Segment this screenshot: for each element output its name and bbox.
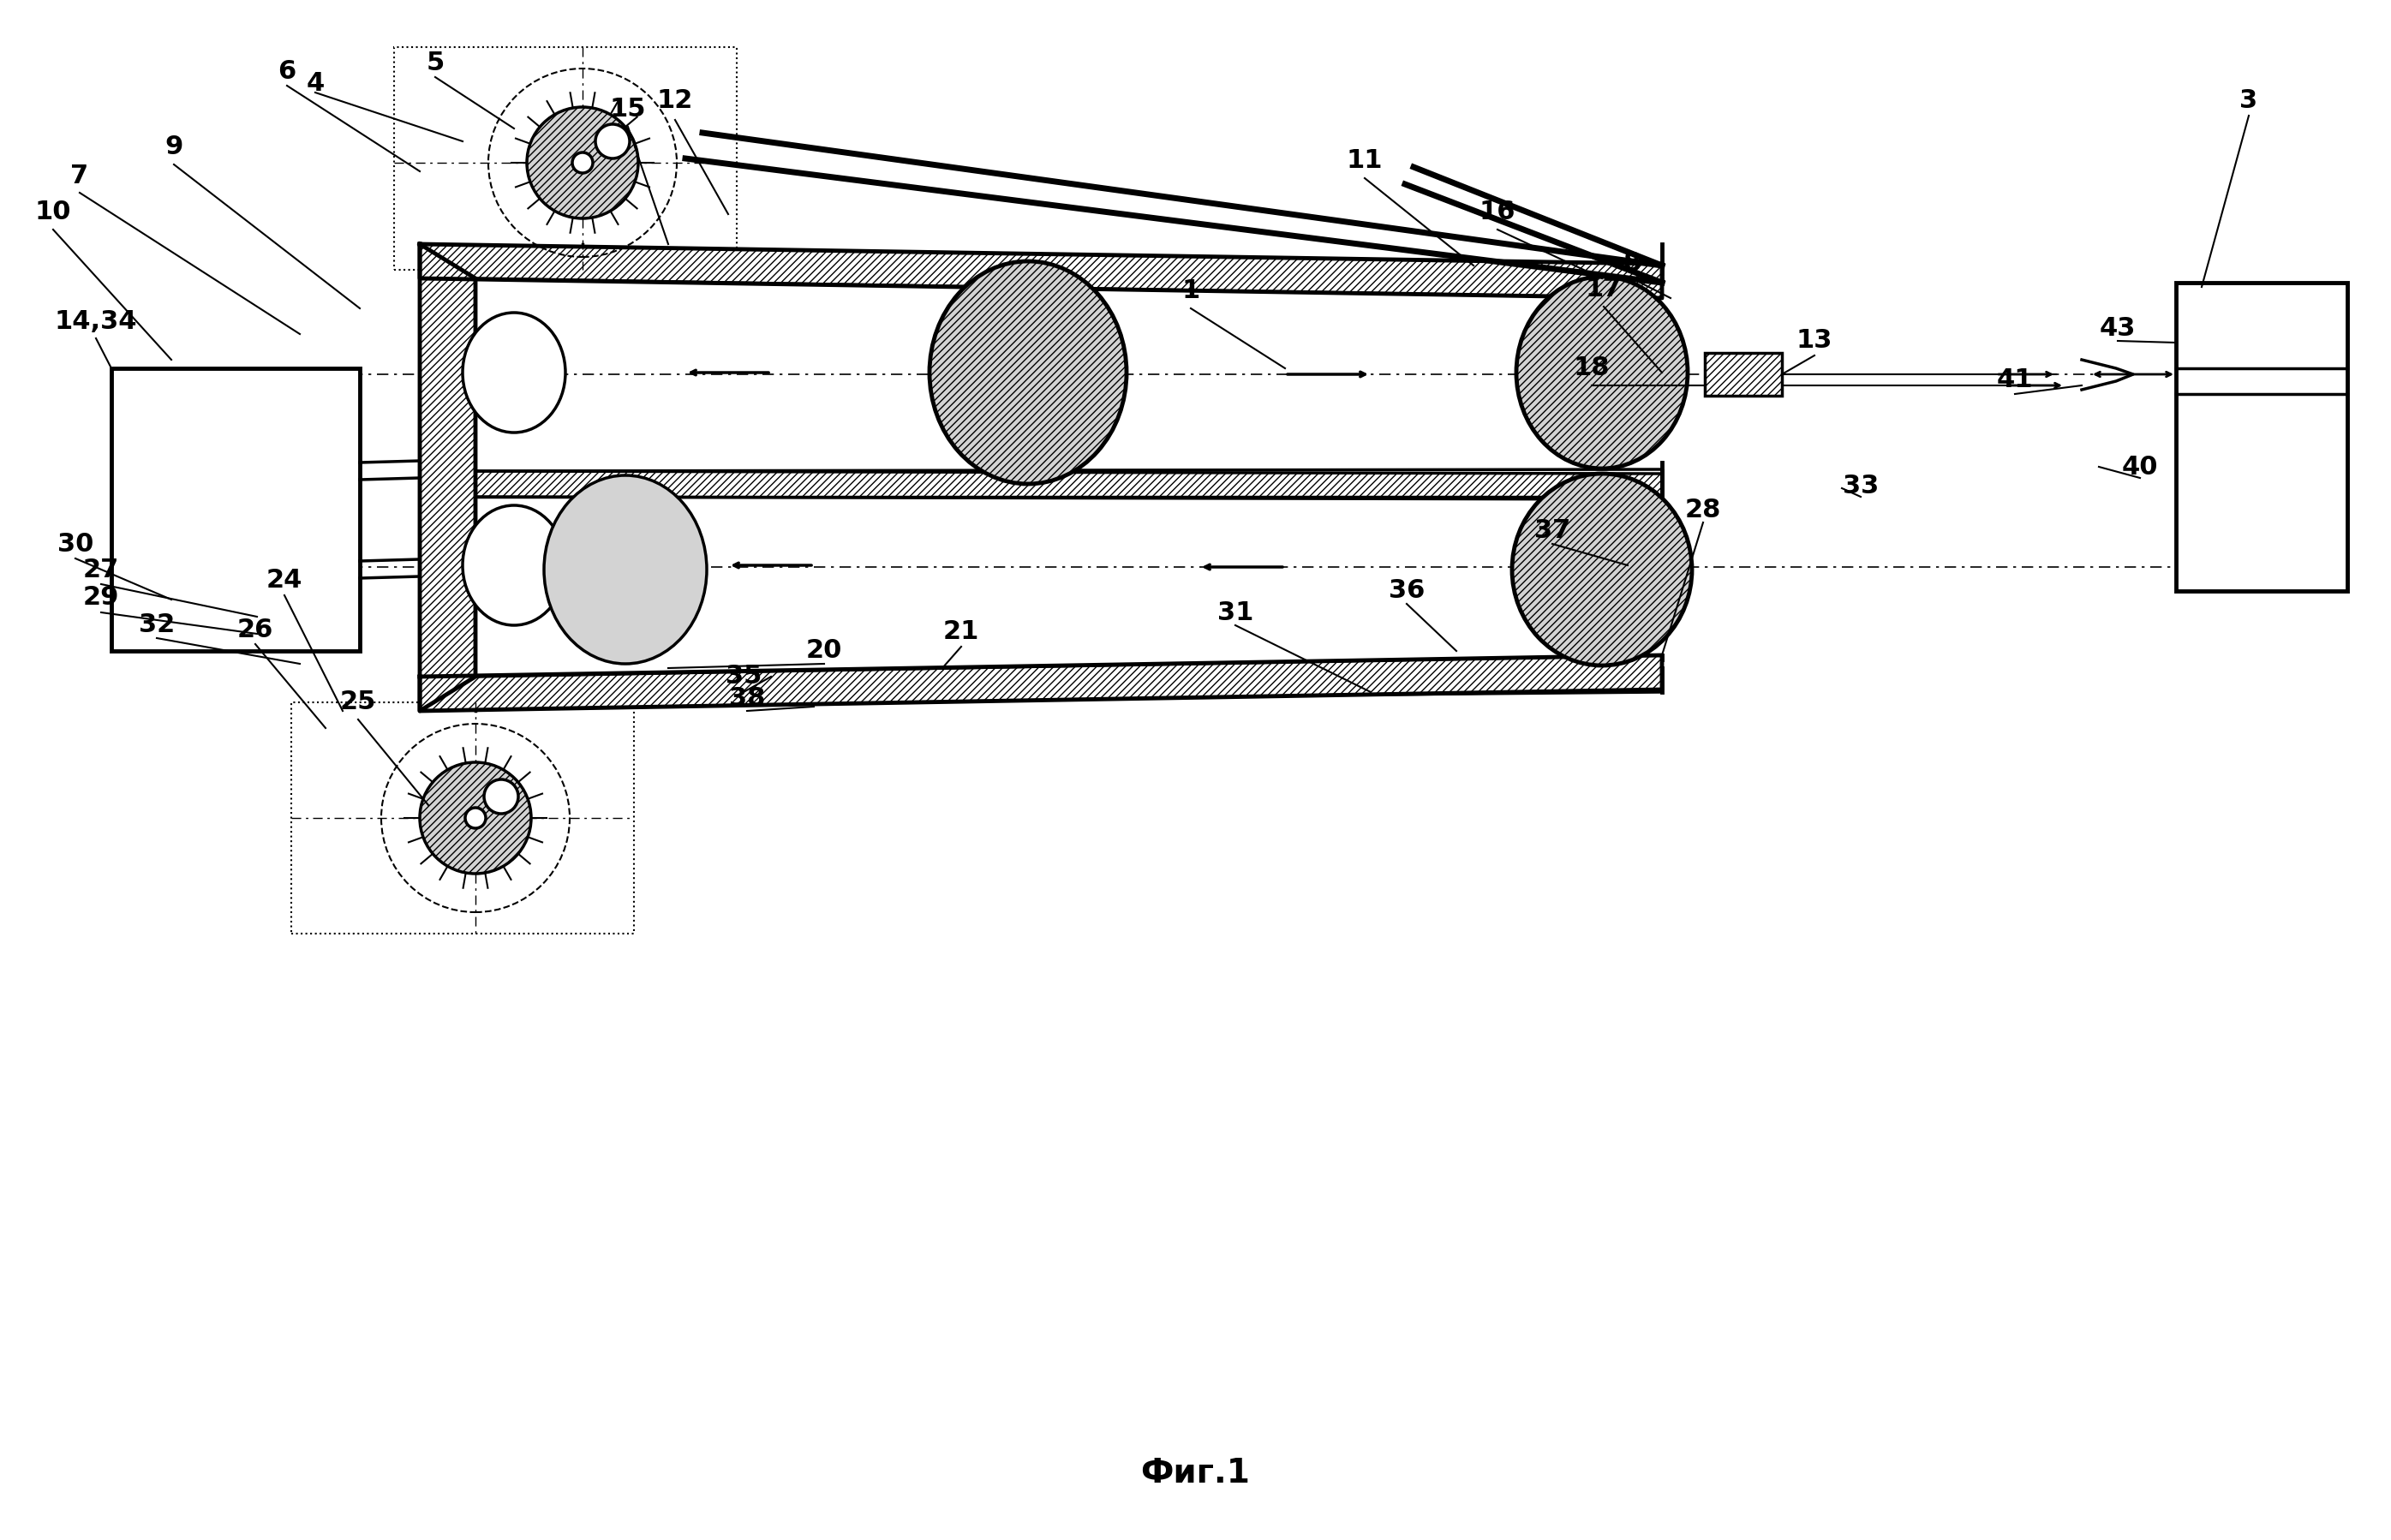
Circle shape bbox=[421, 762, 531, 873]
Text: 6: 6 bbox=[277, 59, 296, 83]
Ellipse shape bbox=[461, 505, 564, 625]
Text: 43: 43 bbox=[2099, 316, 2135, 340]
Bar bbox=[292, 702, 634, 933]
Text: 10: 10 bbox=[36, 200, 72, 225]
Text: 17: 17 bbox=[1585, 277, 1621, 302]
Text: 3: 3 bbox=[2240, 89, 2257, 114]
Text: Фиг.1: Фиг.1 bbox=[1141, 1457, 1250, 1489]
Text: 41: 41 bbox=[1996, 367, 2032, 391]
Text: 28: 28 bbox=[1686, 497, 1722, 522]
Text: 37: 37 bbox=[1535, 519, 1571, 544]
Text: 16: 16 bbox=[1480, 200, 1516, 225]
Text: 4: 4 bbox=[306, 71, 325, 97]
Text: 5: 5 bbox=[426, 51, 445, 75]
Circle shape bbox=[571, 152, 593, 172]
Ellipse shape bbox=[1511, 474, 1693, 665]
Ellipse shape bbox=[930, 262, 1126, 484]
Text: 1: 1 bbox=[1181, 279, 1200, 303]
Circle shape bbox=[526, 108, 638, 219]
Text: 9: 9 bbox=[165, 136, 184, 160]
Polygon shape bbox=[421, 245, 1662, 299]
Text: 21: 21 bbox=[942, 619, 980, 645]
Polygon shape bbox=[476, 471, 1662, 499]
Bar bbox=[1705, 353, 1781, 396]
Bar bbox=[395, 48, 736, 270]
Text: 20: 20 bbox=[806, 639, 842, 664]
Text: 12: 12 bbox=[658, 89, 693, 114]
Circle shape bbox=[595, 125, 629, 159]
Text: 24: 24 bbox=[265, 568, 304, 593]
Text: 36: 36 bbox=[1389, 579, 1425, 604]
Text: 27: 27 bbox=[84, 557, 120, 582]
Bar bbox=[2176, 283, 2348, 591]
Text: 32: 32 bbox=[139, 613, 175, 638]
Text: 15: 15 bbox=[610, 97, 646, 122]
Circle shape bbox=[466, 807, 485, 829]
Text: 26: 26 bbox=[237, 618, 273, 642]
Circle shape bbox=[483, 779, 519, 813]
Text: 7: 7 bbox=[72, 163, 88, 188]
Text: 35: 35 bbox=[724, 664, 763, 688]
Text: 40: 40 bbox=[2121, 454, 2159, 479]
Text: 13: 13 bbox=[1796, 328, 1832, 353]
Text: 33: 33 bbox=[1843, 474, 1879, 499]
Bar bbox=[112, 368, 359, 651]
Bar bbox=[1705, 353, 1781, 396]
Text: 25: 25 bbox=[340, 690, 375, 715]
Text: 30: 30 bbox=[57, 531, 93, 556]
Text: 8: 8 bbox=[1623, 251, 1640, 276]
Polygon shape bbox=[421, 654, 1662, 711]
Text: 14,34: 14,34 bbox=[55, 310, 136, 334]
Polygon shape bbox=[421, 245, 476, 711]
Text: 11: 11 bbox=[1346, 148, 1382, 174]
Text: 38: 38 bbox=[729, 685, 765, 710]
Text: 29: 29 bbox=[84, 585, 120, 610]
Ellipse shape bbox=[545, 476, 708, 664]
Ellipse shape bbox=[1516, 277, 1688, 468]
Text: 31: 31 bbox=[1217, 601, 1253, 625]
Ellipse shape bbox=[461, 313, 564, 433]
Text: 18: 18 bbox=[1573, 356, 1609, 380]
